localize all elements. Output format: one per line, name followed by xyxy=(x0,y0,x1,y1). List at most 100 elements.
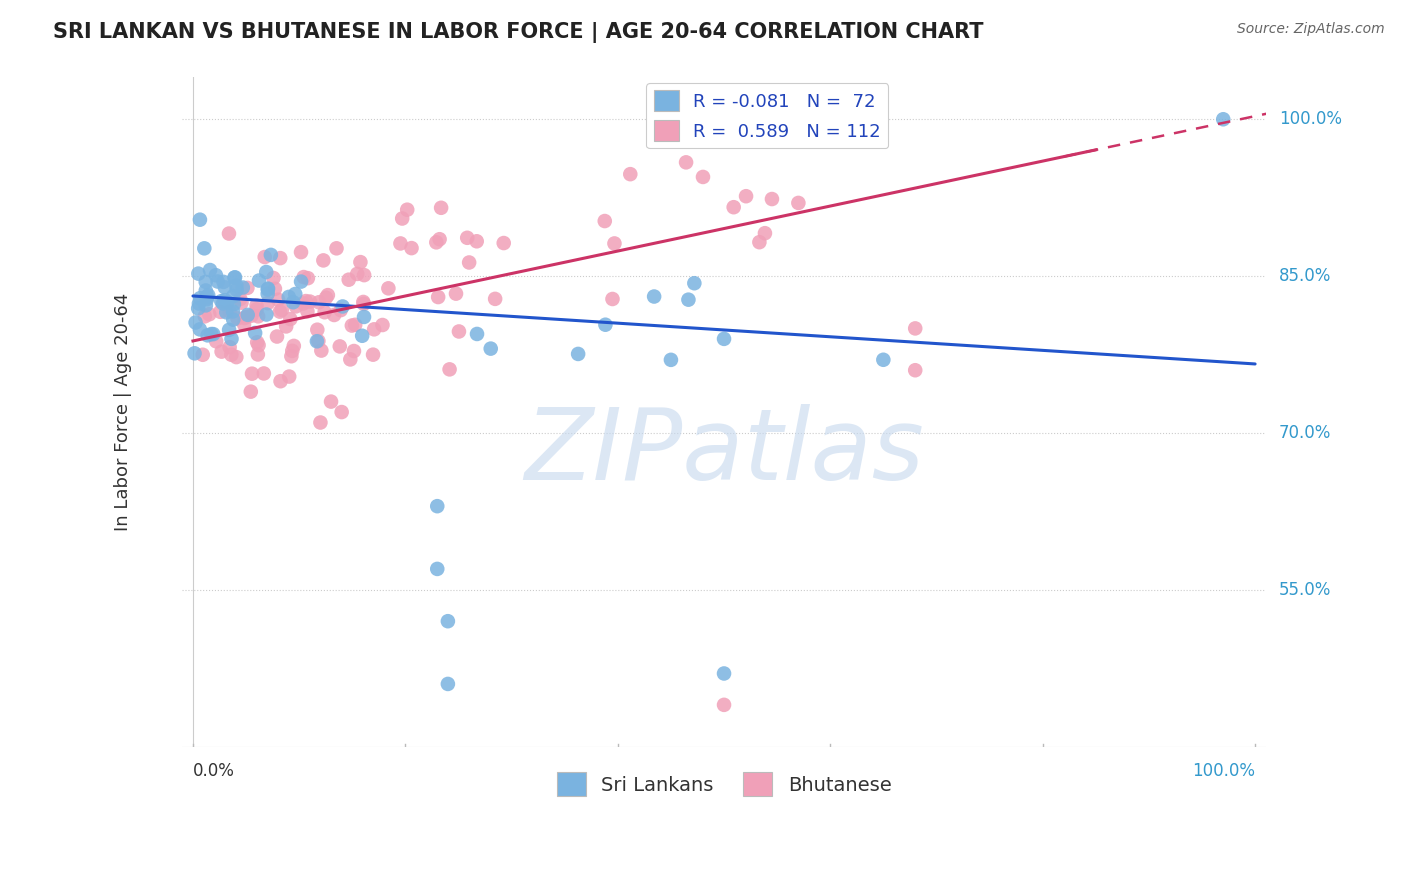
Point xyxy=(233,311,256,326)
Point xyxy=(278,369,301,384)
Point xyxy=(191,348,214,362)
Point xyxy=(678,293,700,307)
Point xyxy=(256,282,278,296)
Point xyxy=(225,283,247,297)
Point xyxy=(224,270,246,285)
Point xyxy=(200,326,222,341)
Point xyxy=(284,287,307,301)
Point xyxy=(267,293,290,307)
Point xyxy=(329,303,352,318)
Point xyxy=(233,318,256,332)
Point xyxy=(284,299,307,313)
Point xyxy=(212,296,235,310)
Point xyxy=(353,297,375,311)
Point xyxy=(253,367,276,381)
Point xyxy=(246,347,269,361)
Point xyxy=(307,323,329,337)
Point xyxy=(713,332,735,346)
Point xyxy=(214,280,236,294)
Point xyxy=(312,253,335,268)
Point xyxy=(401,241,423,255)
Point xyxy=(353,268,375,282)
Point xyxy=(218,323,240,337)
Point xyxy=(281,343,304,358)
Point xyxy=(567,347,589,361)
Point xyxy=(297,271,319,285)
Point xyxy=(323,308,346,322)
Point xyxy=(212,275,235,289)
Point xyxy=(675,155,697,169)
Point xyxy=(194,284,217,298)
Text: 0.0%: 0.0% xyxy=(193,763,235,780)
Point xyxy=(643,289,665,303)
Legend: Sri Lankans, Bhutanese: Sri Lankans, Bhutanese xyxy=(548,764,900,804)
Point xyxy=(361,348,384,362)
Point xyxy=(276,319,298,334)
Point xyxy=(346,267,368,281)
Point xyxy=(197,288,219,302)
Point xyxy=(307,334,329,348)
Point xyxy=(292,270,315,285)
Point xyxy=(352,328,374,343)
Point xyxy=(239,384,262,399)
Point xyxy=(218,227,240,241)
Point xyxy=(305,334,328,349)
Point xyxy=(427,290,450,304)
Point xyxy=(465,234,488,248)
Text: 100.0%: 100.0% xyxy=(1192,763,1256,780)
Point xyxy=(315,291,337,305)
Point xyxy=(240,309,263,323)
Text: 70.0%: 70.0% xyxy=(1278,424,1331,442)
Point xyxy=(198,307,221,321)
Text: 55.0%: 55.0% xyxy=(1278,581,1331,599)
Point xyxy=(319,394,342,409)
Point xyxy=(254,308,277,322)
Point xyxy=(492,235,515,250)
Point xyxy=(218,304,240,318)
Point xyxy=(205,334,228,349)
Point xyxy=(198,263,221,277)
Point xyxy=(308,295,330,310)
Point xyxy=(254,265,277,279)
Point xyxy=(904,321,927,335)
Point xyxy=(264,282,287,296)
Point xyxy=(209,305,232,319)
Point xyxy=(247,338,270,352)
Point xyxy=(187,267,209,281)
Point xyxy=(619,167,641,181)
Point xyxy=(295,294,318,309)
Point xyxy=(257,282,280,296)
Point xyxy=(194,298,217,312)
Point xyxy=(339,352,361,367)
Point xyxy=(426,562,449,576)
Point xyxy=(437,614,460,628)
Point xyxy=(266,329,288,343)
Point xyxy=(389,236,412,251)
Point xyxy=(430,201,453,215)
Point xyxy=(692,169,714,184)
Point xyxy=(195,292,218,306)
Point xyxy=(787,195,810,210)
Point xyxy=(207,275,229,289)
Point xyxy=(297,304,319,318)
Point xyxy=(205,268,228,283)
Point xyxy=(222,297,245,311)
Point xyxy=(188,291,211,305)
Point xyxy=(330,405,353,419)
Point xyxy=(292,296,315,310)
Point xyxy=(340,318,363,333)
Point xyxy=(363,322,385,336)
Point xyxy=(391,211,413,226)
Point xyxy=(235,310,257,324)
Point xyxy=(439,362,461,376)
Point xyxy=(232,280,254,294)
Point xyxy=(290,275,312,289)
Point xyxy=(256,296,278,310)
Point xyxy=(593,214,616,228)
Point xyxy=(226,311,249,326)
Point xyxy=(224,270,246,285)
Point xyxy=(352,295,374,310)
Point xyxy=(269,251,291,265)
Point xyxy=(187,301,209,316)
Point xyxy=(309,416,332,430)
